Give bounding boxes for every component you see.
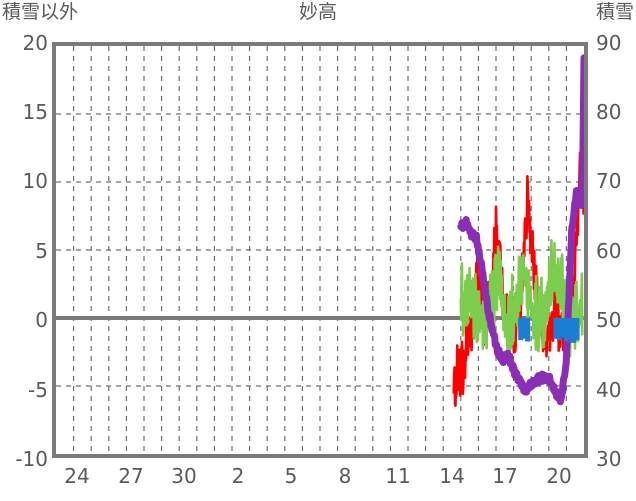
xtick-11: 11 — [385, 464, 411, 488]
xtick-17: 17 — [492, 464, 518, 488]
ytick-right-60: 60 — [596, 239, 622, 263]
series-green — [459, 239, 584, 358]
ytick-left-20: 20 — [22, 31, 48, 55]
series-blue — [518, 318, 580, 343]
ytick-left-neg5: -5 — [28, 378, 48, 402]
ytick-left-5: 5 — [35, 239, 48, 263]
xtick-5: 5 — [284, 464, 298, 488]
ytick-left-0: 0 — [35, 308, 48, 332]
chart-title: 妙高 — [298, 1, 337, 23]
ytick-left-15: 15 — [22, 100, 48, 124]
xtick-27: 27 — [118, 464, 144, 488]
xtick-14: 14 — [439, 464, 465, 488]
ytick-right-90: 90 — [596, 31, 622, 55]
series-purple — [457, 54, 584, 406]
ytick-left-10: 10 — [22, 169, 48, 193]
gridlines — [56, 46, 584, 454]
ytick-right-40: 40 — [596, 378, 622, 402]
ytick-left-neg10: -10 — [15, 447, 48, 471]
xtick-24: 24 — [64, 464, 90, 488]
right-axis-title: 積雪 — [595, 1, 634, 23]
left-axis-title: 積雪以外 — [2, 1, 79, 23]
ytick-right-70: 70 — [596, 169, 622, 193]
ytick-right-30: 30 — [596, 447, 622, 471]
plot-svg — [56, 46, 584, 454]
xtick-2: 2 — [231, 464, 245, 488]
xtick-8: 8 — [338, 464, 352, 488]
xtick-20: 20 — [546, 464, 572, 488]
plot-canvas — [56, 46, 584, 454]
ytick-right-80: 80 — [596, 100, 622, 124]
ytick-right-50: 50 — [596, 308, 622, 332]
plot-area — [52, 42, 588, 458]
xtick-30: 30 — [171, 464, 197, 488]
